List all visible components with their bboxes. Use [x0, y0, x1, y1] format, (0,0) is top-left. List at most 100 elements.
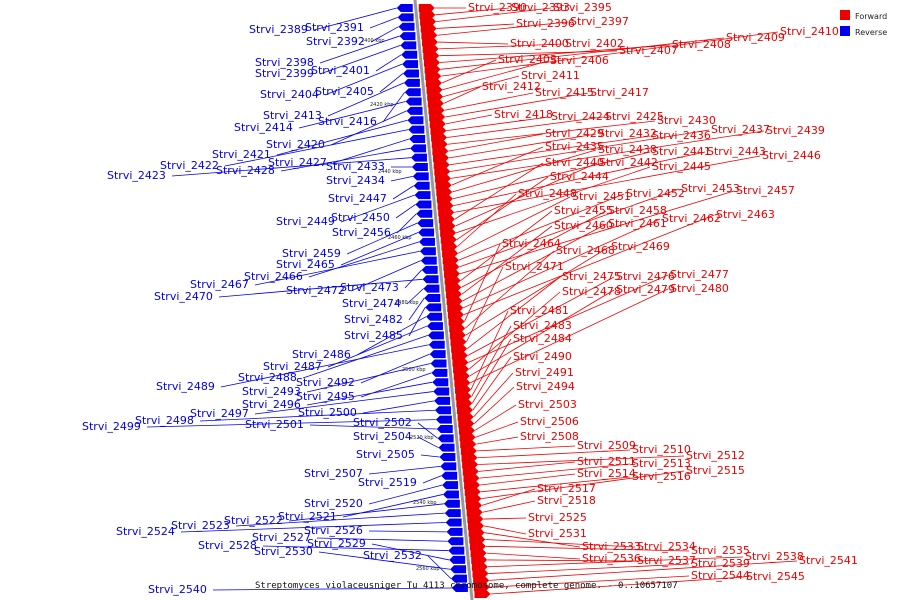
gene-label[interactable]: Strvi_2396	[516, 17, 575, 30]
gene-label[interactable]: Strvi_2399	[255, 67, 314, 80]
gene-label[interactable]: Strvi_2517	[537, 482, 596, 495]
gene-label[interactable]: Strvi_2451	[572, 190, 631, 203]
gene-label[interactable]: Strvi_2449	[276, 215, 335, 228]
reverse-gene-feature[interactable]	[429, 350, 446, 359]
reverse-gene-feature[interactable]	[409, 134, 426, 143]
reverse-gene-feature[interactable]	[424, 294, 441, 302]
forward-gene-feature[interactable]	[427, 92, 444, 101]
gene-label[interactable]: Strvi_2439	[766, 124, 825, 137]
forward-gene-feature[interactable]	[471, 562, 488, 571]
forward-gene-feature[interactable]	[468, 528, 485, 537]
gene-label[interactable]: Strvi_2450	[331, 211, 390, 224]
forward-gene-feature[interactable]	[457, 412, 474, 421]
forward-gene-feature[interactable]	[430, 126, 447, 135]
forward-gene-feature[interactable]	[436, 194, 453, 203]
forward-gene-feature[interactable]	[463, 474, 480, 483]
forward-gene-feature[interactable]	[445, 283, 462, 292]
gene-label[interactable]: Strvi_2406	[550, 54, 609, 67]
forward-gene-feature[interactable]	[473, 583, 490, 592]
forward-gene-feature[interactable]	[456, 406, 473, 415]
reverse-gene-feature[interactable]	[404, 88, 421, 97]
reverse-gene-feature[interactable]	[396, 4, 413, 12]
forward-gene-feature[interactable]	[420, 17, 437, 26]
forward-gene-feature[interactable]	[461, 453, 478, 462]
gene-label[interactable]: Strvi_2409	[726, 31, 785, 44]
reverse-gene-feature[interactable]	[450, 574, 467, 583]
gene-label[interactable]: Strvi_2473	[340, 281, 399, 294]
gene-label[interactable]: Strvi_2391	[305, 21, 364, 34]
gene-label[interactable]: Strvi_2452	[626, 187, 685, 200]
forward-gene-feature[interactable]	[454, 378, 471, 387]
forward-gene-feature[interactable]	[462, 467, 479, 476]
gene-label[interactable]: Strvi_2429	[545, 127, 604, 140]
forward-gene-feature[interactable]	[449, 331, 466, 340]
forward-gene-feature[interactable]	[425, 72, 442, 81]
forward-gene-feature[interactable]	[470, 549, 487, 558]
reverse-gene-feature[interactable]	[430, 359, 447, 368]
gene-label[interactable]: Strvi_2491	[515, 366, 574, 379]
gene-label[interactable]: Strvi_2460	[554, 219, 613, 232]
reverse-gene-feature[interactable]	[434, 406, 451, 415]
gene-label[interactable]: Strvi_2529	[307, 537, 366, 550]
gene-label[interactable]: Strvi_2443	[707, 145, 766, 158]
forward-gene-feature[interactable]	[427, 99, 444, 108]
forward-gene-feature[interactable]	[441, 242, 458, 251]
reverse-gene-feature[interactable]	[411, 163, 428, 172]
forward-gene-feature[interactable]	[424, 65, 441, 74]
forward-gene-feature[interactable]	[433, 153, 450, 162]
reverse-gene-feature[interactable]	[436, 424, 453, 433]
gene-label[interactable]: Strvi_2509	[577, 439, 636, 452]
reverse-gene-feature[interactable]	[442, 481, 459, 490]
reverse-gene-feature[interactable]	[425, 303, 442, 312]
forward-gene-feature[interactable]	[431, 140, 448, 149]
gene-label[interactable]: Strvi_2448	[518, 187, 577, 200]
forward-gene-feature[interactable]	[467, 515, 484, 524]
forward-gene-feature[interactable]	[444, 276, 461, 285]
gene-label[interactable]: Strvi_2528	[198, 539, 257, 552]
gene-label[interactable]: Strvi_2442	[599, 156, 658, 169]
reverse-gene-feature[interactable]	[407, 116, 424, 125]
gene-label[interactable]: Strvi_2401	[311, 64, 370, 77]
reverse-gene-feature[interactable]	[443, 499, 460, 508]
forward-gene-feature[interactable]	[440, 235, 457, 244]
reverse-gene-feature[interactable]	[417, 219, 434, 228]
gene-label[interactable]: Strvi_2519	[358, 476, 417, 489]
gene-label[interactable]: Strvi_2515	[686, 464, 745, 477]
gene-label[interactable]: Strvi_2408	[672, 38, 731, 51]
forward-gene-feature[interactable]	[464, 480, 481, 489]
reverse-gene-feature[interactable]	[449, 555, 466, 564]
forward-gene-feature[interactable]	[443, 262, 460, 271]
gene-label[interactable]: Strvi_2459	[282, 247, 341, 260]
gene-label[interactable]: Strvi_2484	[513, 332, 572, 345]
gene-label[interactable]: Strvi_2434	[326, 174, 385, 187]
reverse-gene-feature[interactable]	[415, 200, 432, 209]
gene-label[interactable]: Strvi_2471	[505, 260, 564, 273]
gene-label[interactable]: Strvi_2427	[268, 156, 327, 169]
reverse-gene-feature[interactable]	[410, 144, 427, 153]
forward-gene-feature[interactable]	[422, 44, 439, 53]
gene-label[interactable]: Strvi_2441	[652, 145, 711, 158]
gene-label[interactable]: Strvi_2458	[608, 204, 667, 217]
forward-gene-feature[interactable]	[448, 317, 465, 326]
forward-gene-feature[interactable]	[471, 555, 488, 564]
forward-gene-feature[interactable]	[442, 256, 459, 265]
reverse-gene-feature[interactable]	[426, 312, 443, 321]
gene-label[interactable]: Strvi_2498	[135, 414, 194, 427]
reverse-gene-feature[interactable]	[418, 228, 435, 237]
forward-gene-feature[interactable]	[421, 38, 438, 47]
gene-label[interactable]: Strvi_2420	[266, 138, 325, 151]
gene-label[interactable]: Strvi_2530	[254, 545, 313, 558]
gene-label[interactable]: Strvi_2501	[245, 418, 304, 431]
gene-label[interactable]: Strvi_2513	[632, 457, 691, 470]
gene-label[interactable]: Strvi_2395	[553, 1, 612, 14]
forward-gene-feature[interactable]	[452, 358, 469, 367]
gene-label[interactable]: Strvi_2430	[657, 114, 716, 127]
forward-gene-feature[interactable]	[466, 501, 483, 510]
reverse-gene-feature[interactable]	[418, 237, 435, 246]
reverse-gene-feature[interactable]	[421, 265, 438, 274]
gene-label[interactable]: Strvi_2421	[212, 148, 271, 161]
gene-label[interactable]: Strvi_2532	[363, 549, 422, 562]
reverse-gene-feature[interactable]	[410, 153, 427, 162]
gene-label[interactable]: Strvi_2524	[116, 525, 175, 538]
gene-label[interactable]: Strvi_2486	[292, 348, 351, 361]
